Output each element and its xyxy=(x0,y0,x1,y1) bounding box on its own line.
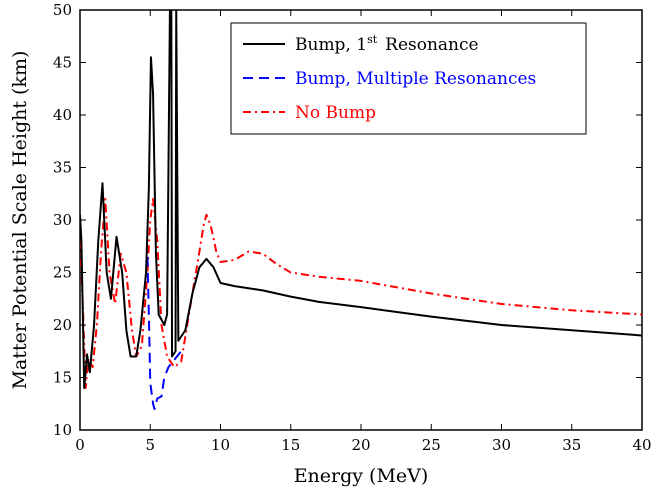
x-axis-ticks: 0 5 10 15 20 25 30 35 40 xyxy=(75,10,652,454)
x-tick-label-8: 40 xyxy=(632,436,651,454)
x-tick-label-1: 5 xyxy=(145,436,155,454)
legend: Bump, 1st Resonance Bump, Multiple Resona… xyxy=(230,22,587,135)
y-tick-label-2: 20 xyxy=(53,316,72,334)
y-tick-label-4: 30 xyxy=(53,211,72,229)
x-tick-label-3: 15 xyxy=(281,436,300,454)
series-line-2 xyxy=(80,198,642,389)
y-tick-label-3: 25 xyxy=(53,264,72,282)
legend-label-bump-multiple: Bump, Multiple Resonances xyxy=(295,69,536,89)
x-tick-label-0: 0 xyxy=(75,436,85,454)
y-tick-label-1: 15 xyxy=(53,369,72,387)
y-tick-label-5: 35 xyxy=(53,159,72,177)
legend-label-no-bump: No Bump xyxy=(295,103,376,123)
series-layer xyxy=(80,10,642,410)
x-tick-label-2: 10 xyxy=(211,436,230,454)
legend-box xyxy=(230,22,587,135)
legend-label-bump-1st-sup: st xyxy=(367,33,378,46)
legend-label-bump-1st-tail: Resonance xyxy=(385,35,478,55)
plot-area: 0 5 10 15 20 25 30 35 40 10 15 20 25 30 35 40 45 50 xyxy=(53,1,652,454)
y-tick-label-7: 45 xyxy=(53,54,72,72)
y-axis-ticks: 10 15 20 25 30 35 40 45 50 xyxy=(53,1,642,439)
legend-label-bump-1st-main: Bump, 1 xyxy=(295,35,367,55)
y-axis-label: Matter Potential Scale Height (km) xyxy=(9,51,31,390)
y-tick-label-6: 40 xyxy=(53,106,72,124)
x-tick-label-7: 35 xyxy=(562,436,581,454)
legend-label-bump-1st: Bump, 1st Resonance xyxy=(295,33,479,55)
x-tick-label-6: 30 xyxy=(492,436,511,454)
series-line-0 xyxy=(80,10,642,389)
y-tick-label-8: 50 xyxy=(53,1,72,19)
x-tick-label-4: 20 xyxy=(351,436,370,454)
series-line-1 xyxy=(146,256,182,410)
y-tick-label-0: 10 xyxy=(53,421,72,439)
x-tick-label-5: 25 xyxy=(422,436,441,454)
x-axis-label: Energy (MeV) xyxy=(294,465,429,487)
